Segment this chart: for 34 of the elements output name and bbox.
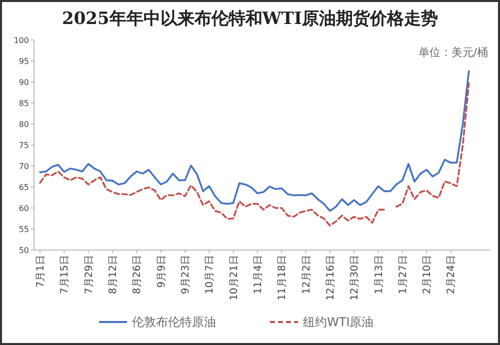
y-tick-label: 90	[18, 78, 29, 87]
x-tick-label: 7月1日	[36, 255, 46, 288]
y-tick-label: 55	[18, 225, 29, 234]
x-tick-label: 11月18日	[277, 255, 288, 300]
legend-label: 纽约WTI原油	[303, 315, 374, 329]
line-series	[39, 70, 470, 212]
y-tick-label: 50	[18, 246, 29, 255]
x-tick-label: 7月29日	[84, 255, 95, 294]
y-tick-label: 70	[18, 162, 29, 171]
x-tick-label: 10月21日	[228, 255, 240, 300]
chart-title: 2025年年中以来布伦特和WTI原油期货价格走势	[62, 9, 438, 29]
x-tick-label: 11月4日	[252, 255, 264, 294]
x-tick-label: 12月30日	[350, 255, 361, 300]
y-tick-label: 85	[18, 99, 29, 108]
x-tick-label: 8月12日	[108, 255, 119, 294]
y-tick-label: 60	[18, 204, 29, 213]
x-tick-label: 1月27日	[398, 255, 409, 294]
y-tick-label: 65	[18, 183, 29, 192]
x-tick-label: 9月23日	[180, 255, 192, 294]
x-tick-label: 1月13日	[374, 255, 385, 294]
y-tick-label: 100	[14, 36, 29, 45]
y-tick-label: 95	[18, 57, 29, 66]
y-tick-label: 80	[18, 120, 29, 129]
x-tick-label: 12月16日	[325, 255, 336, 300]
x-tick-label: 12月2日	[301, 255, 312, 294]
x-tick-label: 2月10日	[422, 255, 434, 294]
x-tick-label: 10月7日	[204, 255, 216, 294]
annotation: 单位：美元/桶	[418, 46, 488, 59]
y-tick-label: 75	[18, 141, 29, 150]
x-tick-label: 7月15日	[60, 255, 71, 294]
x-tick-label: 9月9日	[156, 255, 168, 288]
x-tick-label: 8月26日	[132, 255, 144, 294]
x-tick-label: 2月24日	[446, 255, 458, 294]
legend-label: 伦敦布伦特原油	[132, 315, 216, 329]
